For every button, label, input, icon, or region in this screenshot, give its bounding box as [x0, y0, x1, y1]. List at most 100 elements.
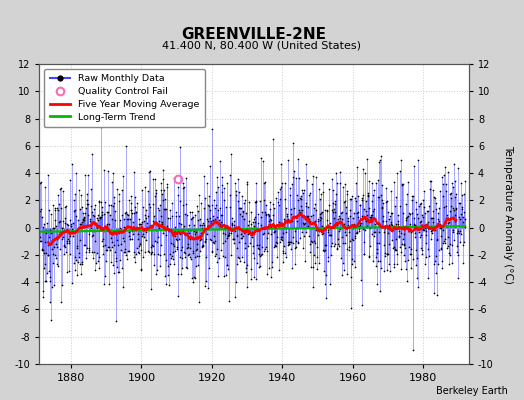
Point	[433, 210, 442, 217]
Point	[414, 157, 422, 164]
Point	[248, 234, 256, 240]
Point	[166, 215, 174, 222]
Point	[202, 277, 210, 284]
Point	[440, 238, 448, 244]
Point	[427, 215, 435, 221]
Point	[191, 231, 200, 238]
Point	[95, 214, 104, 220]
Point	[161, 272, 169, 279]
Point	[298, 228, 307, 235]
Point	[445, 260, 453, 267]
Point	[221, 238, 230, 244]
Point	[174, 192, 182, 198]
Point	[58, 236, 66, 242]
Point	[42, 250, 50, 256]
Point	[441, 239, 450, 246]
Point	[363, 212, 371, 218]
Point	[140, 249, 149, 255]
Point	[290, 214, 298, 220]
Point	[394, 218, 402, 224]
Point	[224, 232, 232, 239]
Point	[190, 222, 199, 228]
Point	[461, 224, 469, 230]
Point	[99, 236, 107, 243]
Point	[187, 227, 195, 233]
Point	[266, 199, 274, 205]
Point	[178, 180, 187, 186]
Point	[171, 248, 179, 254]
Point	[115, 269, 123, 276]
Point	[251, 214, 259, 220]
Point	[431, 227, 440, 233]
Point	[220, 185, 228, 191]
Point	[424, 246, 433, 252]
Point	[253, 242, 261, 248]
Point	[178, 255, 187, 262]
Point	[94, 217, 102, 223]
Point	[428, 227, 436, 234]
Point	[205, 236, 214, 242]
Point	[129, 230, 137, 237]
Point	[116, 246, 125, 253]
Point	[352, 198, 360, 204]
Point	[336, 224, 345, 230]
Point	[47, 211, 55, 217]
Point	[328, 240, 336, 246]
Point	[380, 268, 389, 274]
Point	[341, 228, 350, 235]
Point	[146, 223, 154, 229]
Point	[60, 204, 69, 210]
Point	[82, 201, 91, 208]
Point	[114, 242, 122, 248]
Point	[269, 229, 278, 236]
Point	[374, 240, 383, 246]
Point	[343, 191, 352, 197]
Point	[160, 250, 169, 257]
Point	[60, 250, 68, 257]
Point	[450, 207, 458, 214]
Point	[117, 227, 126, 234]
Point	[295, 175, 303, 182]
Point	[167, 254, 175, 261]
Point	[58, 282, 67, 288]
Point	[453, 243, 461, 250]
Point	[244, 222, 252, 228]
Point	[365, 178, 374, 184]
Point	[358, 213, 366, 219]
Point	[183, 245, 191, 252]
Point	[269, 136, 277, 142]
Point	[451, 194, 459, 200]
Point	[154, 221, 162, 227]
Point	[223, 180, 232, 186]
Point	[378, 197, 387, 203]
Point	[406, 221, 414, 228]
Point	[429, 187, 438, 194]
Point	[230, 222, 238, 228]
Point	[181, 250, 190, 256]
Point	[414, 226, 423, 232]
Point	[116, 217, 124, 224]
Point	[301, 258, 309, 264]
Point	[312, 227, 320, 234]
Point	[319, 180, 328, 186]
Point	[181, 264, 190, 270]
Point	[48, 239, 56, 246]
Point	[283, 210, 291, 217]
Point	[396, 265, 405, 272]
Point	[127, 228, 136, 234]
Point	[119, 235, 127, 242]
Point	[71, 254, 79, 260]
Point	[200, 173, 208, 179]
Point	[371, 224, 379, 230]
Point	[373, 239, 381, 246]
Point	[433, 292, 441, 298]
Point	[426, 186, 434, 192]
Point	[368, 212, 376, 218]
Point	[389, 244, 398, 250]
Point	[377, 192, 385, 198]
Point	[142, 237, 150, 244]
Point	[374, 258, 382, 264]
Point	[407, 229, 415, 235]
Point	[418, 251, 427, 258]
Point	[287, 238, 296, 245]
